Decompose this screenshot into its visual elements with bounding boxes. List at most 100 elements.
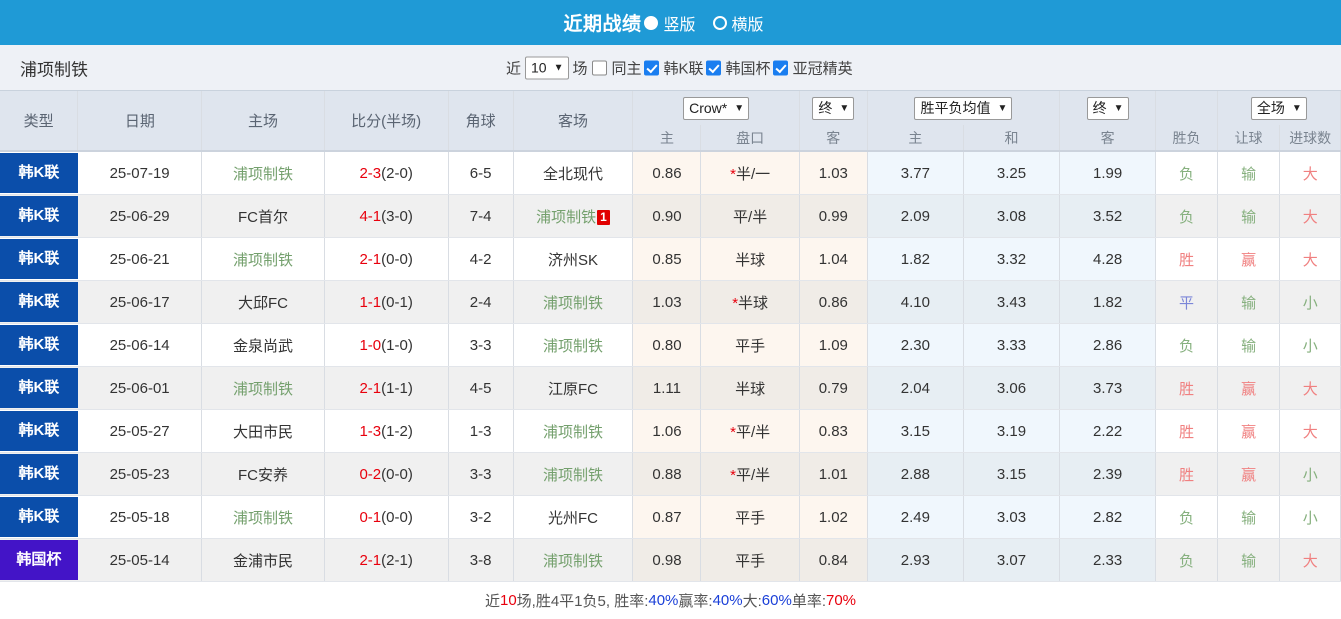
result-scope-select[interactable]: 全场 ▼ (1250, 96, 1307, 120)
cell-home-team[interactable]: FC安养 (201, 452, 325, 496)
cell-result-wl: 负 (1155, 151, 1218, 195)
th-away[interactable]: 客场 (513, 91, 634, 152)
cell-type[interactable]: 韩K联 (0, 452, 78, 496)
cell-home-team[interactable]: 大邱FC (201, 280, 325, 324)
table-row[interactable]: 韩K联 25-05-27 大田市民 1-3(1-2) 1-3 浦项制铁 1.06 *平/半 0.… (0, 409, 1341, 453)
table-row[interactable]: 韩K联 25-06-21 浦项制铁 2-1(0-0) 4-2 济州SK 0.85 半球 1.04… (0, 237, 1341, 281)
view-mode-radio-group[interactable]: 竖版 横版 (641, 11, 777, 35)
cell-type[interactable]: 韩K联 (0, 280, 78, 324)
label-acl-elite[interactable]: 亚冠精英 (792, 60, 853, 77)
cell-eu-away: 4.28 (1059, 237, 1157, 281)
table-row[interactable]: 韩K联 25-06-14 金泉尚武 1-0(1-0) 3-3 浦项制铁 0.80 平手 1.09… (0, 323, 1341, 367)
radio-label-horizontal[interactable]: 横版 (731, 16, 764, 34)
label-k-league[interactable]: 韩K联 (663, 60, 704, 77)
score-halftime: (1-0) (381, 336, 413, 354)
cell-score[interactable]: 0-2(0-0) (324, 452, 449, 496)
cell-date: 25-06-14 (77, 323, 203, 367)
radio-vertical-selected[interactable] (644, 15, 659, 30)
th-type[interactable]: 类型 (0, 91, 79, 152)
cell-home-team[interactable]: FC首尔 (201, 194, 325, 238)
cell-type[interactable]: 韩K联 (0, 151, 78, 195)
cell-result-goals: 小 (1279, 495, 1341, 539)
cell-score[interactable]: 1-3(1-2) (324, 409, 449, 453)
th-score[interactable]: 比分(半场) (324, 91, 449, 152)
cell-type[interactable]: 韩K联 (0, 409, 78, 453)
cell-home-team[interactable]: 浦项制铁 (201, 151, 325, 195)
cell-home-team[interactable]: 浦项制铁 (201, 366, 325, 410)
header-row-secondary: 主 盘口 客 主 和 客 胜负 让球 进球数 (0, 125, 1341, 152)
table-row[interactable]: 韩K联 25-06-29 FC首尔 4-1(3-0) 7-4 浦项制铁 1 0.90 平/半 0.… (0, 194, 1341, 238)
cell-type[interactable]: 韩K联 (0, 495, 78, 539)
cell-score[interactable]: 1-0(1-0) (324, 323, 449, 367)
cell-score[interactable]: 2-1(2-1) (324, 538, 449, 582)
table-row[interactable]: 韩K联 25-05-18 浦项制铁 0-1(0-0) 3-2 光州FC 0.87 平手 1.02… (0, 495, 1341, 539)
summary-win-rate: 40% (648, 592, 679, 609)
team-label: 全北现代 (542, 165, 603, 183)
checkbox-k-league[interactable] (643, 60, 659, 75)
cell-away-team[interactable]: 全北现代 (513, 151, 634, 195)
cell-type[interactable]: 韩国杯 (0, 538, 78, 582)
cell-score[interactable]: 4-1(3-0) (324, 194, 449, 238)
checkbox-same-home[interactable] (591, 60, 607, 75)
checkbox-acl-elite[interactable] (772, 60, 788, 75)
checkbox-korea-cup[interactable] (705, 60, 721, 75)
cell-type[interactable]: 韩K联 (0, 194, 78, 238)
radio-horizontal[interactable] (712, 15, 727, 30)
cell-home-team[interactable]: 浦项制铁 (201, 495, 325, 539)
cell-ah-line: 平/半 (700, 194, 800, 238)
table-row[interactable]: 韩K联 25-05-23 FC安养 0-2(0-0) 3-3 浦项制铁 0.88 *平/半 1.… (0, 452, 1341, 496)
cell-ah-line: 平手 (700, 538, 800, 582)
cell-away-team[interactable]: 浦项制铁 1 (513, 194, 634, 238)
team-label: 浦项制铁 (233, 380, 294, 398)
cell-home-team[interactable]: 金浦市民 (201, 538, 325, 582)
cell-home-team[interactable]: 浦项制铁 (201, 237, 325, 281)
table-row[interactable]: 韩K联 25-06-17 大邱FC 1-1(0-1) 2-4 浦项制铁 1.03 *半球 0.8… (0, 280, 1341, 324)
cell-eu-draw: 3.25 (963, 151, 1061, 195)
score-halftime: (1-2) (381, 422, 413, 440)
cell-score[interactable]: 2-1(1-1) (324, 366, 449, 410)
competition-badge: 韩国杯 (0, 540, 78, 580)
cell-score[interactable]: 2-3(2-0) (324, 151, 449, 195)
cell-score[interactable]: 0-1(0-0) (324, 495, 449, 539)
cell-date: 25-05-27 (77, 409, 203, 453)
th-home[interactable]: 主场 (201, 91, 325, 152)
table-row[interactable]: 韩K联 25-06-01 浦项制铁 2-1(1-1) 4-5 江原FC 1.11 半球 0.79… (0, 366, 1341, 410)
cell-away-team[interactable]: 浦项制铁 (513, 280, 634, 324)
odds-company-select[interactable]: Crow* ▼ (683, 96, 750, 120)
cell-result-handicap: 赢 (1217, 237, 1281, 281)
cell-type[interactable]: 韩K联 (0, 366, 78, 410)
cell-home-team[interactable]: 大田市民 (201, 409, 325, 453)
cell-away-team[interactable]: 浦项制铁 (513, 409, 634, 453)
cell-corners: 3-3 (448, 323, 514, 367)
table-row[interactable]: 韩国杯 25-05-14 金浦市民 2-1(2-1) 3-8 浦项制铁 0.98 平手 0.84… (0, 538, 1341, 582)
summary-match-count: 10 (499, 592, 517, 609)
cell-away-team[interactable]: 光州FC (513, 495, 634, 539)
cell-away-team[interactable]: 江原FC (513, 366, 634, 410)
label-same-home[interactable]: 同主 (611, 60, 642, 77)
odds-stage-select[interactable]: 终 ▼ (812, 96, 855, 120)
th-corner[interactable]: 角球 (448, 91, 514, 152)
cell-type[interactable]: 韩K联 (0, 323, 78, 367)
cell-eu-away: 2.33 (1059, 538, 1157, 582)
table-row[interactable]: 韩K联 25-07-19 浦项制铁 2-3(2-0) 6-5 全北现代 0.86 *半/一 1.… (0, 151, 1341, 195)
label-korea-cup[interactable]: 韩国杯 (725, 60, 771, 77)
eu-odds-type-select[interactable]: 胜平负均值 ▼ (914, 96, 1013, 120)
score-fulltime: 2-1 (359, 379, 382, 397)
cell-result-wl: 胜 (1155, 366, 1218, 410)
cell-away-team[interactable]: 济州SK (513, 237, 634, 281)
cell-type[interactable]: 韩K联 (0, 237, 78, 281)
cell-score[interactable]: 2-1(0-0) (324, 237, 449, 281)
eu-stage-select[interactable]: 终 ▼ (1086, 96, 1129, 120)
asterisk-icon: * (730, 423, 736, 441)
radio-label-vertical[interactable]: 竖版 (663, 16, 696, 34)
cell-away-team[interactable]: 浦项制铁 (513, 452, 634, 496)
cell-away-team[interactable]: 浦项制铁 (513, 323, 634, 367)
cell-eu-home: 4.10 (867, 280, 964, 324)
cell-away-team[interactable]: 浦项制铁 (513, 538, 634, 582)
cell-home-team[interactable]: 金泉尚武 (201, 323, 325, 367)
competition-badge: 韩K联 (0, 368, 78, 408)
th-date[interactable]: 日期 (77, 91, 203, 152)
match-count-select[interactable]: 10 ▼ (525, 56, 569, 79)
cell-score[interactable]: 1-1(0-1) (324, 280, 449, 324)
score-halftime: (0-0) (381, 250, 413, 268)
